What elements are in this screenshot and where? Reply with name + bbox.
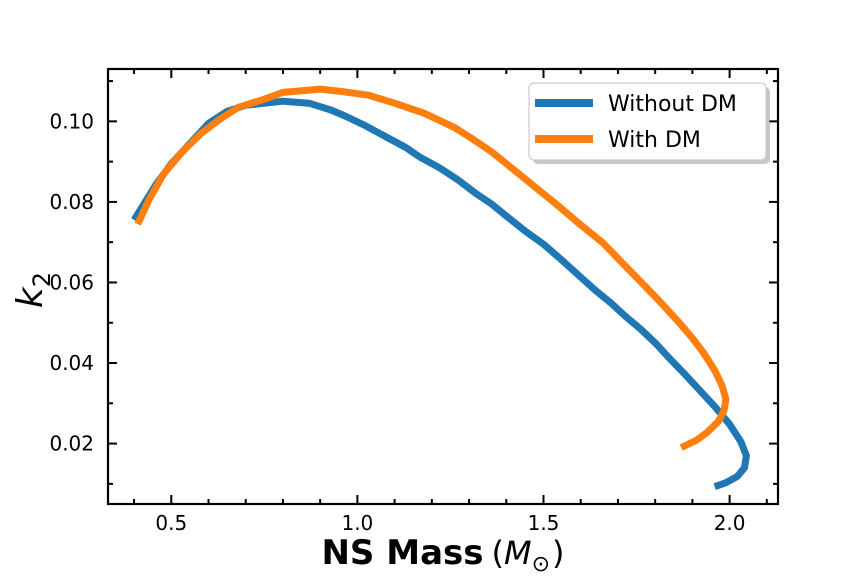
x-axis-unit-sub: ⊙	[532, 552, 550, 576]
x-tick-label: 1.0	[341, 511, 373, 535]
x-tick-label: 1.5	[528, 511, 560, 535]
ticks-layer: 0.5 1.0 1.5 2.0 0.02 0.04 0.06 0.08 0.10	[49, 69, 778, 535]
series-layer	[131, 85, 750, 490]
y-axis-label: k	[10, 285, 51, 308]
y-tick-label: 0.04	[49, 351, 94, 375]
x-tick-label: 2.0	[714, 511, 746, 535]
y-tick-label: 0.10	[49, 109, 94, 133]
x-axis-unit-close: )	[552, 534, 564, 572]
legend-entries: Without DM With DM	[535, 92, 737, 153]
y-axis-title: k2	[10, 272, 56, 308]
y-tick-label: 0.02	[49, 432, 94, 456]
x-axis-unit-open: (	[492, 534, 504, 572]
series-line-2	[134, 85, 730, 451]
legend-label-2: With DM	[608, 128, 701, 153]
x-tick-label: 0.5	[155, 511, 187, 535]
legend-label-1: Without DM	[608, 92, 737, 117]
x-axis-label: NS Mass	[321, 533, 483, 573]
legend: Without DM With DM	[528, 82, 770, 164]
plot-frame	[106, 67, 780, 506]
y-tick-label: 0.06	[49, 270, 94, 294]
y-axis-label-sub: 2	[28, 272, 56, 287]
x-axis-title: NS Mass (M⊙)	[321, 533, 564, 576]
y-tick-label: 0.08	[49, 190, 94, 214]
x-axis-unit-symbol: M	[504, 534, 532, 572]
